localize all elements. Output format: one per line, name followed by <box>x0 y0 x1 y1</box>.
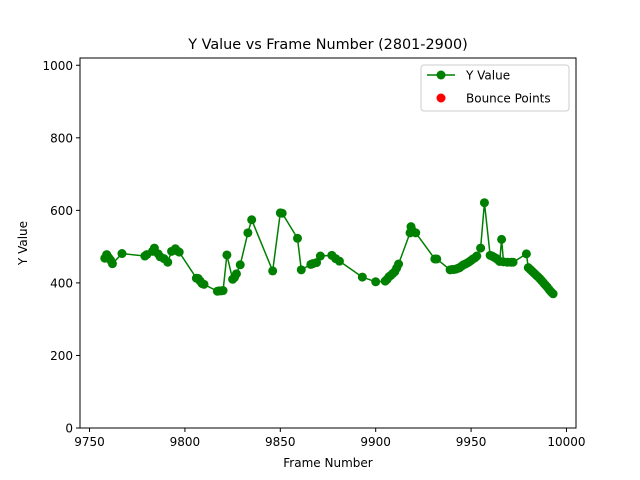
x-tick-label: 9900 <box>360 435 391 449</box>
data-point <box>231 269 241 279</box>
data-point <box>218 286 228 296</box>
y-tick-label: 600 <box>50 204 73 218</box>
axis-ticks: 9750 9800 9850 9900 9950 10000 0 200 400 600 800 10… <box>42 59 585 449</box>
legend-bounce-marker <box>436 93 446 103</box>
data-point <box>394 259 404 269</box>
data-point <box>371 277 381 287</box>
data-point <box>163 257 173 267</box>
data-point <box>472 251 482 261</box>
data-point <box>432 254 442 264</box>
data-point <box>334 256 344 266</box>
x-axis-label: Frame Number <box>283 456 372 470</box>
series-points <box>100 198 558 299</box>
data-point <box>548 289 558 299</box>
legend: Y Value Bounce Points <box>420 64 570 112</box>
data-point <box>357 272 367 282</box>
y-tick-label: 0 <box>65 422 73 436</box>
data-point <box>497 234 507 244</box>
plot-area-frame <box>79 57 577 429</box>
data-point <box>508 257 518 267</box>
data-point <box>222 250 232 260</box>
data-point <box>117 249 127 259</box>
data-point <box>312 258 322 268</box>
y-tick-label: 1000 <box>42 59 73 73</box>
data-point <box>476 243 486 253</box>
y-tick-label: 400 <box>50 276 73 290</box>
data-point <box>277 208 287 218</box>
data-point <box>107 259 117 269</box>
data-point <box>268 266 278 276</box>
chart-title: Y Value vs Frame Number (2801-2900) <box>187 37 468 53</box>
legend-bounce-label: Bounce Points <box>466 92 551 106</box>
x-tick-label: 10000 <box>547 435 585 449</box>
x-tick-label: 9750 <box>74 435 105 449</box>
data-point <box>521 249 531 259</box>
x-tick-label: 9800 <box>170 435 201 449</box>
data-point <box>411 228 421 238</box>
y-tick-label: 200 <box>50 349 73 363</box>
data-point <box>247 215 257 225</box>
data-point <box>243 228 253 238</box>
data-point <box>235 260 245 270</box>
data-point <box>315 251 325 261</box>
data-point <box>174 247 184 257</box>
legend-y-value-label: Y Value <box>465 69 510 83</box>
y-tick-label: 800 <box>50 131 73 145</box>
data-point <box>296 265 306 275</box>
x-tick-label: 9950 <box>456 435 487 449</box>
data-point <box>292 233 302 243</box>
x-tick-label: 9850 <box>265 435 296 449</box>
data-point <box>479 198 489 208</box>
legend-y-value-marker <box>436 70 446 80</box>
legend-frame <box>420 64 570 112</box>
y-axis-label: Y Value <box>16 221 30 266</box>
data-point <box>199 279 209 289</box>
